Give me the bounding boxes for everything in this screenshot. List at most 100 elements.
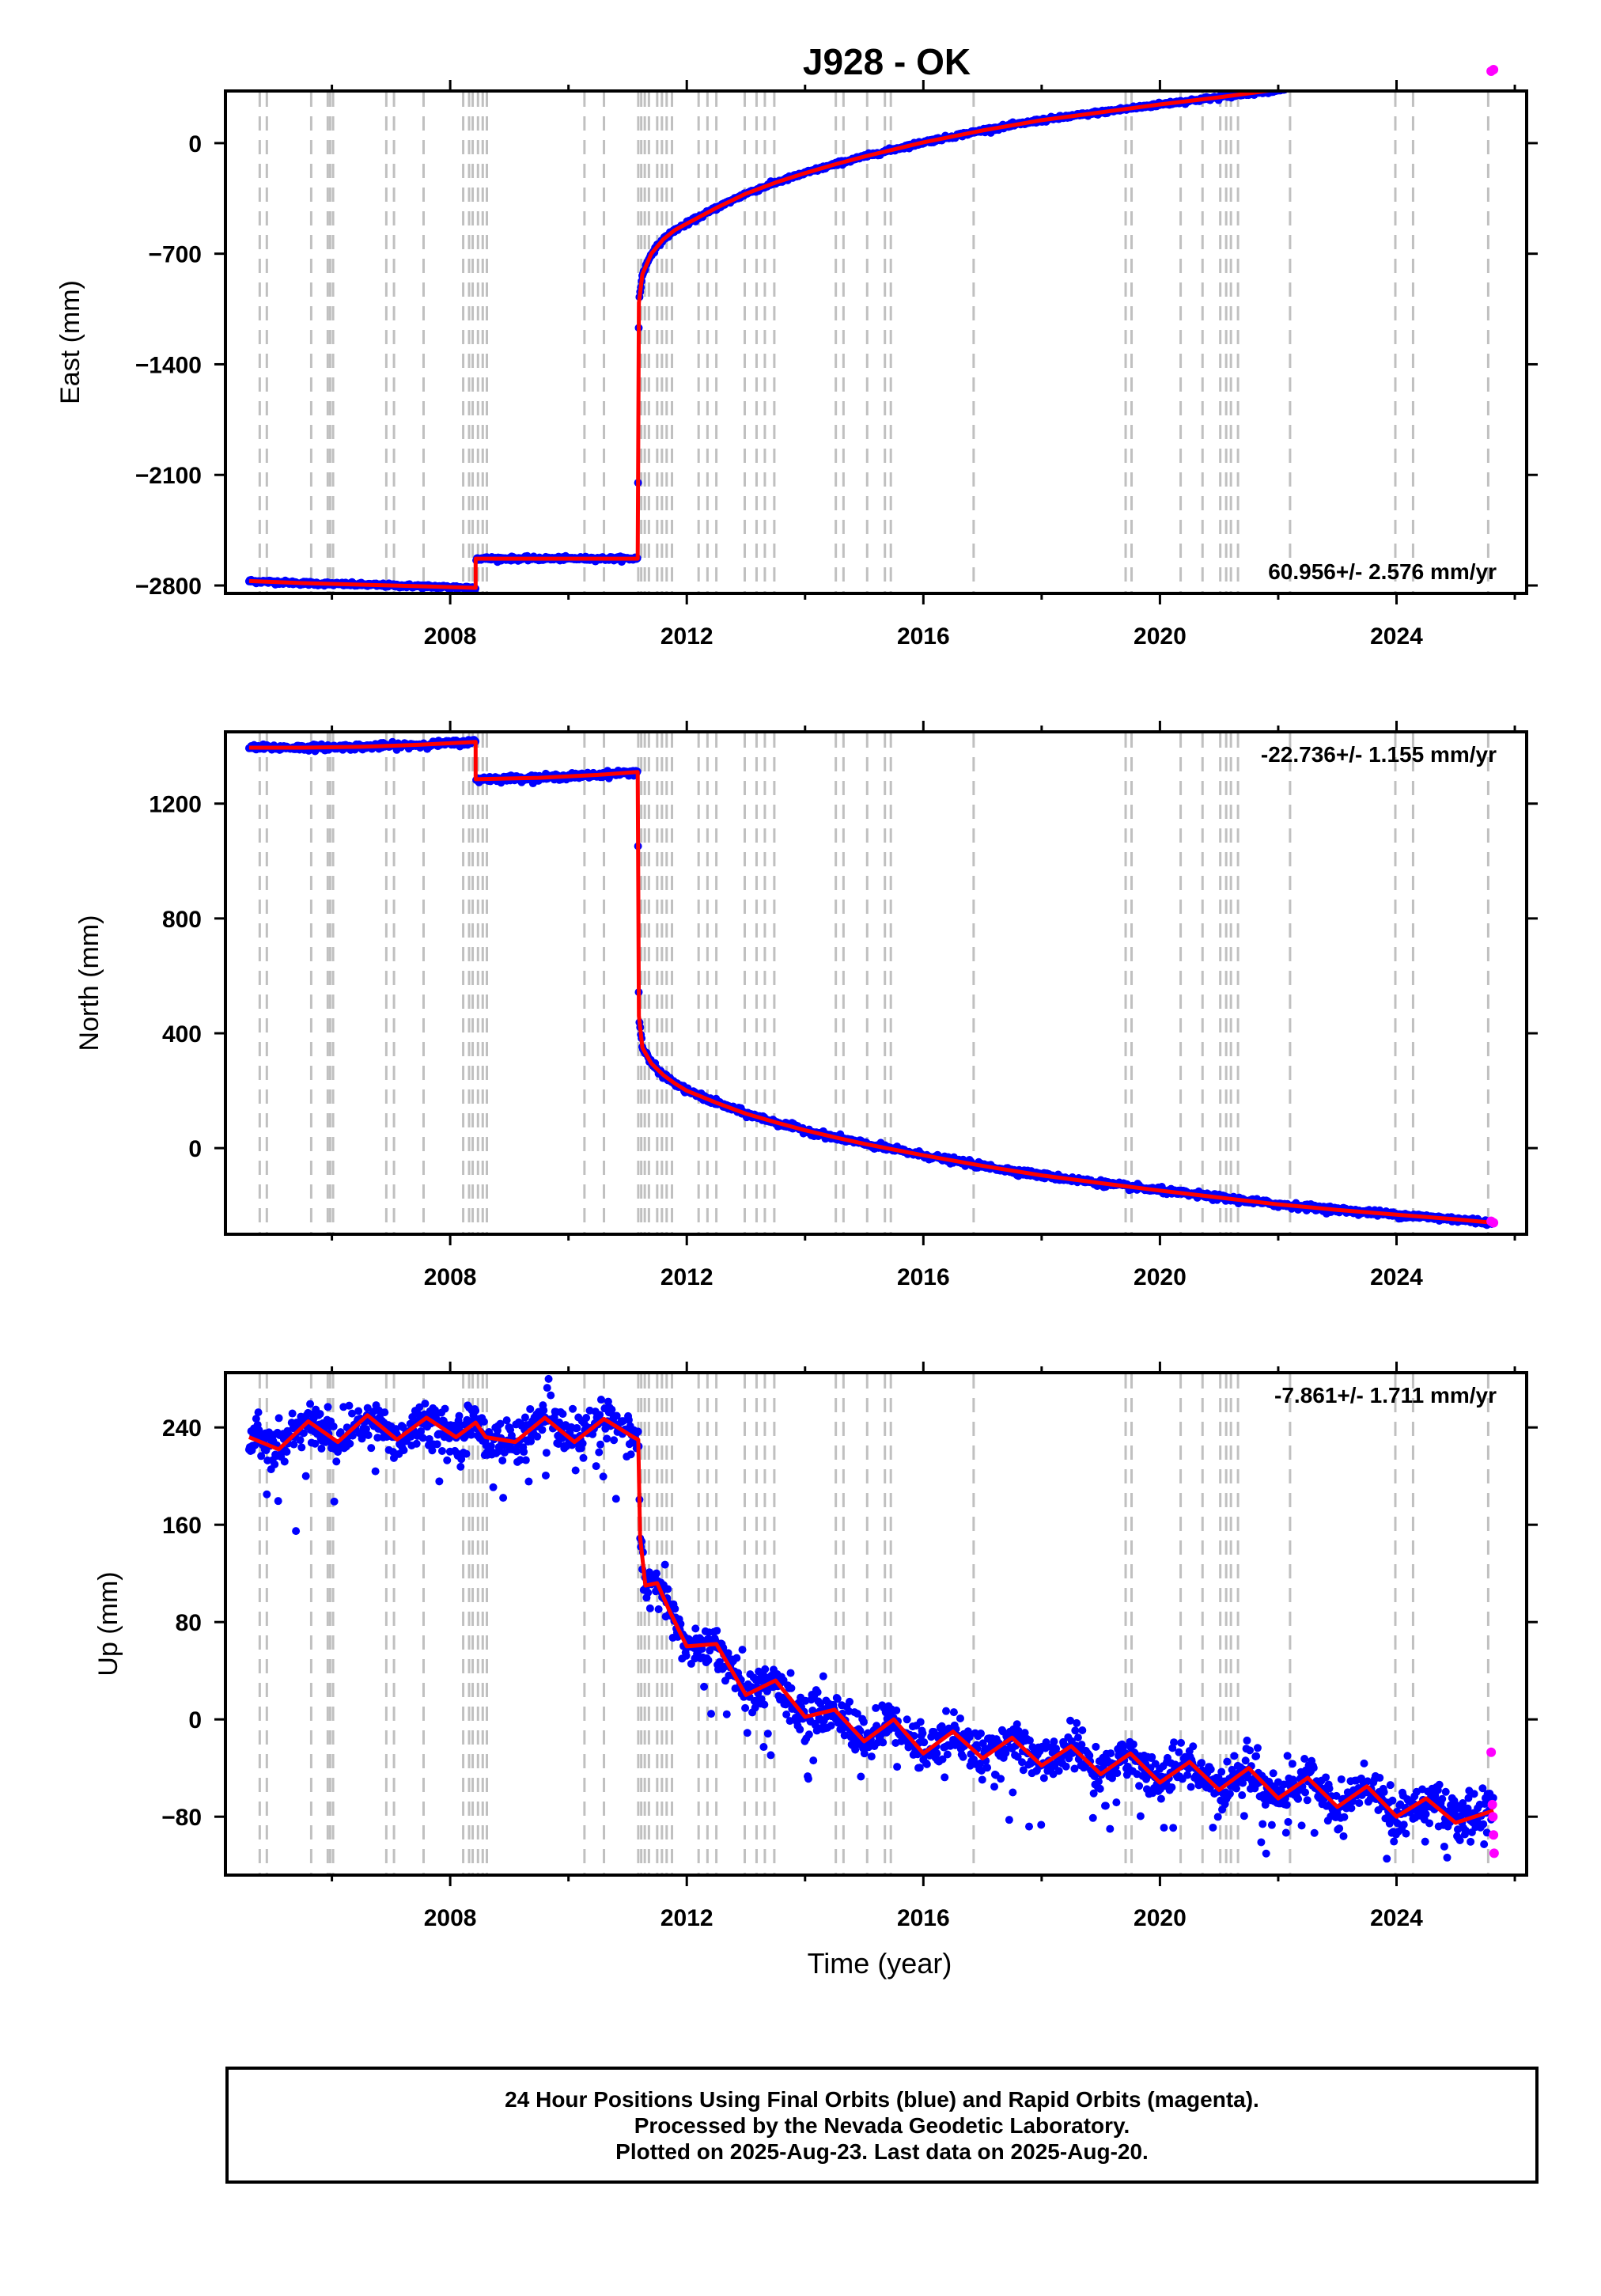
final-orbit-point xyxy=(1396,73,1404,81)
final-orbit-point xyxy=(367,1444,376,1453)
final-orbit-point xyxy=(1475,66,1483,74)
final-orbit-points xyxy=(244,66,1483,593)
final-orbit-point xyxy=(292,1527,301,1536)
final-orbit-point xyxy=(938,1755,947,1764)
final-orbit-point xyxy=(1414,73,1422,81)
final-orbit-point xyxy=(1112,1798,1121,1807)
final-orbit-point xyxy=(348,1431,357,1440)
east-rate-label: 60.956+/- 2.576 mm/yr xyxy=(1268,559,1497,584)
final-orbit-point xyxy=(604,1397,612,1406)
final-orbit-point xyxy=(361,1425,370,1434)
north-axis-label: North (mm) xyxy=(74,915,104,1051)
final-orbit-point xyxy=(1094,1777,1103,1786)
final-orbit-point xyxy=(418,1434,427,1442)
final-orbit-point xyxy=(1156,1794,1165,1803)
final-orbit-point xyxy=(997,1775,1005,1783)
final-orbit-point xyxy=(1073,1733,1082,1742)
final-orbit-point xyxy=(918,1729,927,1737)
final-orbit-point xyxy=(859,1718,868,1726)
final-orbit-point xyxy=(274,1414,283,1423)
final-orbit-point xyxy=(1070,1764,1079,1773)
final-orbit-point xyxy=(547,1391,555,1400)
final-orbit-point xyxy=(1381,74,1389,81)
final-orbit-point xyxy=(1073,1718,1081,1727)
final-orbit-points xyxy=(244,1374,1497,1863)
final-orbit-point xyxy=(1331,80,1339,88)
final-orbit-point xyxy=(399,1445,408,1454)
final-orbit-point xyxy=(1422,72,1430,80)
final-orbit-point xyxy=(443,1456,452,1464)
final-orbit-point xyxy=(1441,70,1449,78)
final-orbit-point xyxy=(1474,69,1482,77)
final-orbit-point xyxy=(412,1439,421,1448)
final-orbit-point xyxy=(1471,67,1479,75)
chart-title: J928 - OK xyxy=(803,41,971,82)
final-orbit-point xyxy=(1054,1767,1063,1775)
final-orbit-point xyxy=(1350,78,1358,85)
y-tick-label: 400 xyxy=(162,1021,202,1048)
y-tick-label: 1200 xyxy=(149,792,202,818)
final-orbit-point xyxy=(317,1444,326,1453)
final-orbit-point xyxy=(1367,76,1375,84)
final-orbit-point xyxy=(1448,69,1456,77)
final-orbit-point xyxy=(329,1422,338,1430)
final-orbit-point xyxy=(1470,68,1478,76)
final-orbit-points xyxy=(244,736,1497,1229)
final-orbit-point xyxy=(1404,71,1412,79)
final-orbit-point xyxy=(1328,78,1336,86)
final-orbit-point xyxy=(1461,67,1469,75)
final-orbit-point xyxy=(1417,71,1425,79)
final-orbit-point xyxy=(1380,74,1387,81)
final-orbit-point xyxy=(1429,70,1436,78)
final-orbit-point xyxy=(903,1715,911,1724)
final-orbit-point xyxy=(1426,71,1434,79)
final-orbit-point xyxy=(1326,78,1334,86)
final-orbit-point xyxy=(920,1738,929,1747)
final-orbit-point xyxy=(1379,76,1387,84)
final-orbit-point xyxy=(949,1708,958,1717)
final-orbit-point xyxy=(1459,68,1467,76)
final-orbit-point xyxy=(1405,72,1413,80)
final-orbit-point xyxy=(1365,76,1373,84)
final-orbit-point xyxy=(373,1434,382,1442)
final-orbit-point xyxy=(1451,69,1459,77)
final-orbit-point xyxy=(872,1703,880,1712)
final-orbit-point xyxy=(345,1401,354,1410)
final-orbit-point xyxy=(1310,81,1318,89)
final-orbit-point xyxy=(1304,82,1311,90)
x-tick-label: 2020 xyxy=(1134,1264,1187,1290)
final-orbit-point xyxy=(457,1455,466,1464)
final-orbit-point xyxy=(1463,67,1470,75)
final-orbit-point xyxy=(1340,79,1348,87)
final-orbit-point xyxy=(1357,77,1365,85)
final-orbit-point xyxy=(1012,1720,1021,1729)
final-orbit-point xyxy=(933,1749,941,1758)
final-orbit-point xyxy=(1302,82,1310,90)
final-orbit-point xyxy=(417,1427,426,1436)
final-orbit-point xyxy=(1453,68,1461,76)
final-orbit-point xyxy=(1388,74,1396,82)
final-orbit-point xyxy=(943,1750,952,1759)
final-orbit-point xyxy=(1352,78,1360,85)
final-orbit-point xyxy=(1450,70,1458,78)
final-orbit-point xyxy=(879,1738,888,1747)
final-orbit-point xyxy=(624,1415,633,1424)
final-orbit-point xyxy=(301,1472,310,1480)
final-orbit-point xyxy=(766,1751,775,1760)
final-orbit-point xyxy=(486,1442,495,1450)
final-orbit-point xyxy=(942,1707,951,1715)
final-orbit-point xyxy=(990,1783,999,1791)
final-orbit-point xyxy=(1368,74,1376,82)
final-orbit-point xyxy=(554,1440,563,1449)
final-orbit-point xyxy=(1415,72,1423,80)
final-orbit-point xyxy=(1464,68,1472,76)
final-orbit-point xyxy=(760,1700,769,1709)
north-rate-label: -22.736+/- 1.155 mm/yr xyxy=(1261,742,1497,767)
final-orbit-point xyxy=(1447,70,1455,78)
final-orbit-point xyxy=(1394,72,1402,80)
final-orbit-point xyxy=(1364,76,1372,84)
final-orbit-point xyxy=(1119,1741,1128,1750)
final-orbit-point xyxy=(1332,78,1340,85)
final-orbit-point xyxy=(1018,1758,1027,1767)
final-orbit-point xyxy=(751,1703,759,1712)
